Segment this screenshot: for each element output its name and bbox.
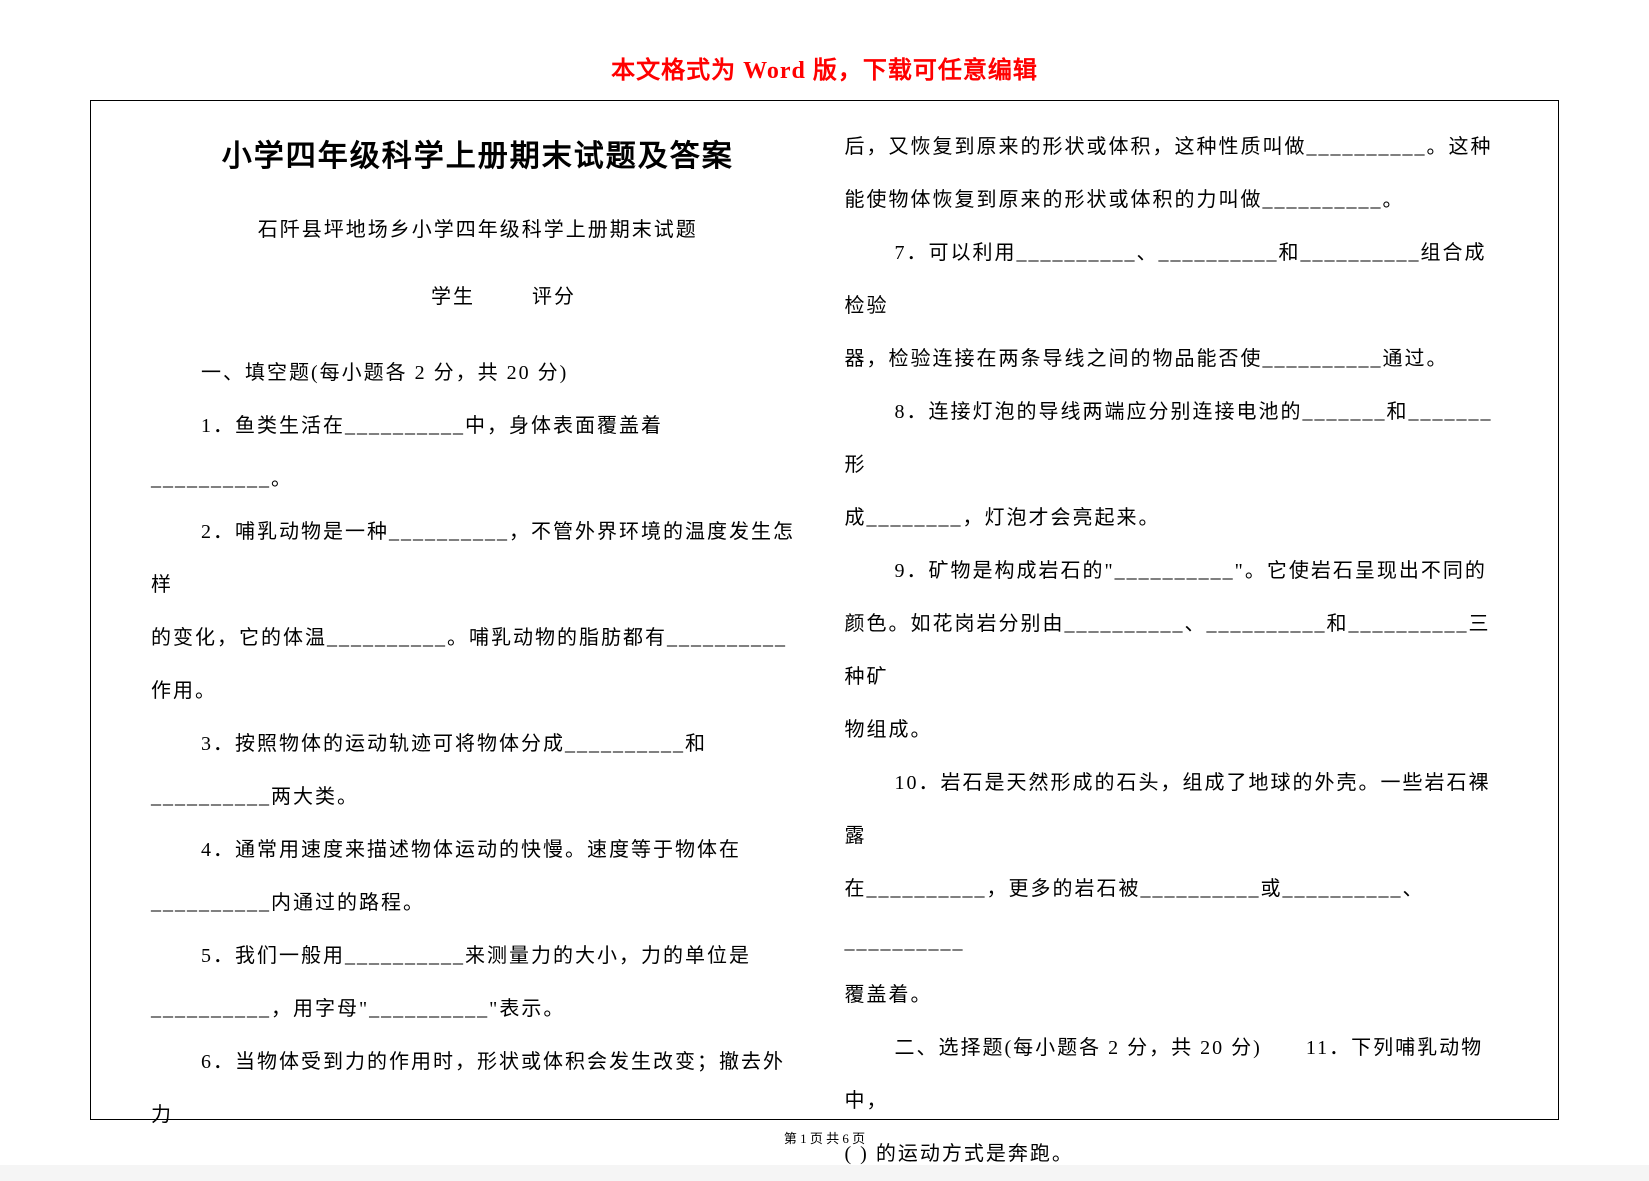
question-line: __________两大类。 [151, 771, 805, 824]
header-note: 本文格式为 Word 版，下载可任意编辑 [0, 0, 1649, 85]
question-line: __________内通过的路程。 [151, 877, 805, 930]
question-line: __________，用字母"__________"表示。 [151, 983, 805, 1036]
meta-student: 学生 [431, 286, 475, 308]
question-line: 2．哺乳动物是一种__________，不管外界环境的温度发生怎样 [151, 506, 805, 612]
question-line: 的变化，它的体温__________。哺乳动物的脂肪都有__________作用… [151, 612, 805, 718]
question-line: 8．连接灯泡的导线两端应分别连接电池的_______和_______形 [845, 386, 1499, 492]
question-line: 在__________，更多的岩石被__________或__________、… [845, 863, 1499, 969]
document-title: 小学四年级科学上册期末试题及答案 [151, 131, 805, 175]
question-line: 3．按照物体的运动轨迹可将物体分成__________和 [151, 718, 805, 771]
left-column: 小学四年级科学上册期末试题及答案 石阡县坪地场乡小学四年级科学上册期末试题 学生… [131, 121, 825, 1109]
document-subtitle: 石阡县坪地场乡小学四年级科学上册期末试题 [151, 213, 805, 242]
question-line: 10．岩石是天然形成的石头，组成了地球的外壳。一些岩石裸露 [845, 757, 1499, 863]
question-line: 后，又恢复到原来的形状或体积，这种性质叫做__________。这种 [845, 121, 1499, 174]
meta-info: 学生 评分 [151, 280, 805, 309]
question-line: 物组成。 [845, 704, 1499, 757]
meta-score: 评分 [532, 286, 576, 308]
question-line: 5．我们一般用__________来测量力的大小，力的单位是 [151, 930, 805, 983]
question-line: 颜色。如花岗岩分别由__________、__________和________… [845, 598, 1499, 704]
page: 本文格式为 Word 版，下载可任意编辑 小学四年级科学上册期末试题及答案 石阡… [0, 0, 1649, 1165]
content-border: 小学四年级科学上册期末试题及答案 石阡县坪地场乡小学四年级科学上册期末试题 学生… [90, 100, 1559, 1120]
right-column: 后，又恢复到原来的形状或体积，这种性质叫做__________。这种 能使物体恢… [825, 121, 1519, 1109]
question-line: 4．通常用速度来描述物体运动的快慢。速度等于物体在 [151, 824, 805, 877]
page-number: 第 1 页 共 6 页 [0, 1128, 1649, 1147]
section-header: 一、填空题(每小题各 2 分，共 20 分) [151, 347, 805, 400]
section-header: 二、选择题(每小题各 2 分，共 20 分) 11．下列哺乳动物中， [845, 1022, 1499, 1128]
question-line: 7．可以利用__________、__________和__________组合… [845, 227, 1499, 333]
question-line: 成________，灯泡才会亮起来。 [845, 492, 1499, 545]
question-line: 1．鱼类生活在__________中，身体表面覆盖着__________。 [151, 400, 805, 506]
question-line: 能使物体恢复到原来的形状或体积的力叫做__________。 [845, 174, 1499, 227]
question-line: 6．当物体受到力的作用时，形状或体积会发生改变；撤去外力 [151, 1036, 805, 1142]
question-line: 器，检验连接在两条导线之间的物品能否使__________通过。 [845, 333, 1499, 386]
columns: 小学四年级科学上册期末试题及答案 石阡县坪地场乡小学四年级科学上册期末试题 学生… [91, 101, 1558, 1119]
question-line: 覆盖着。 [845, 969, 1499, 1022]
question-line: 9．矿物是构成岩石的"__________"。它使岩石呈现出不同的 [845, 545, 1499, 598]
